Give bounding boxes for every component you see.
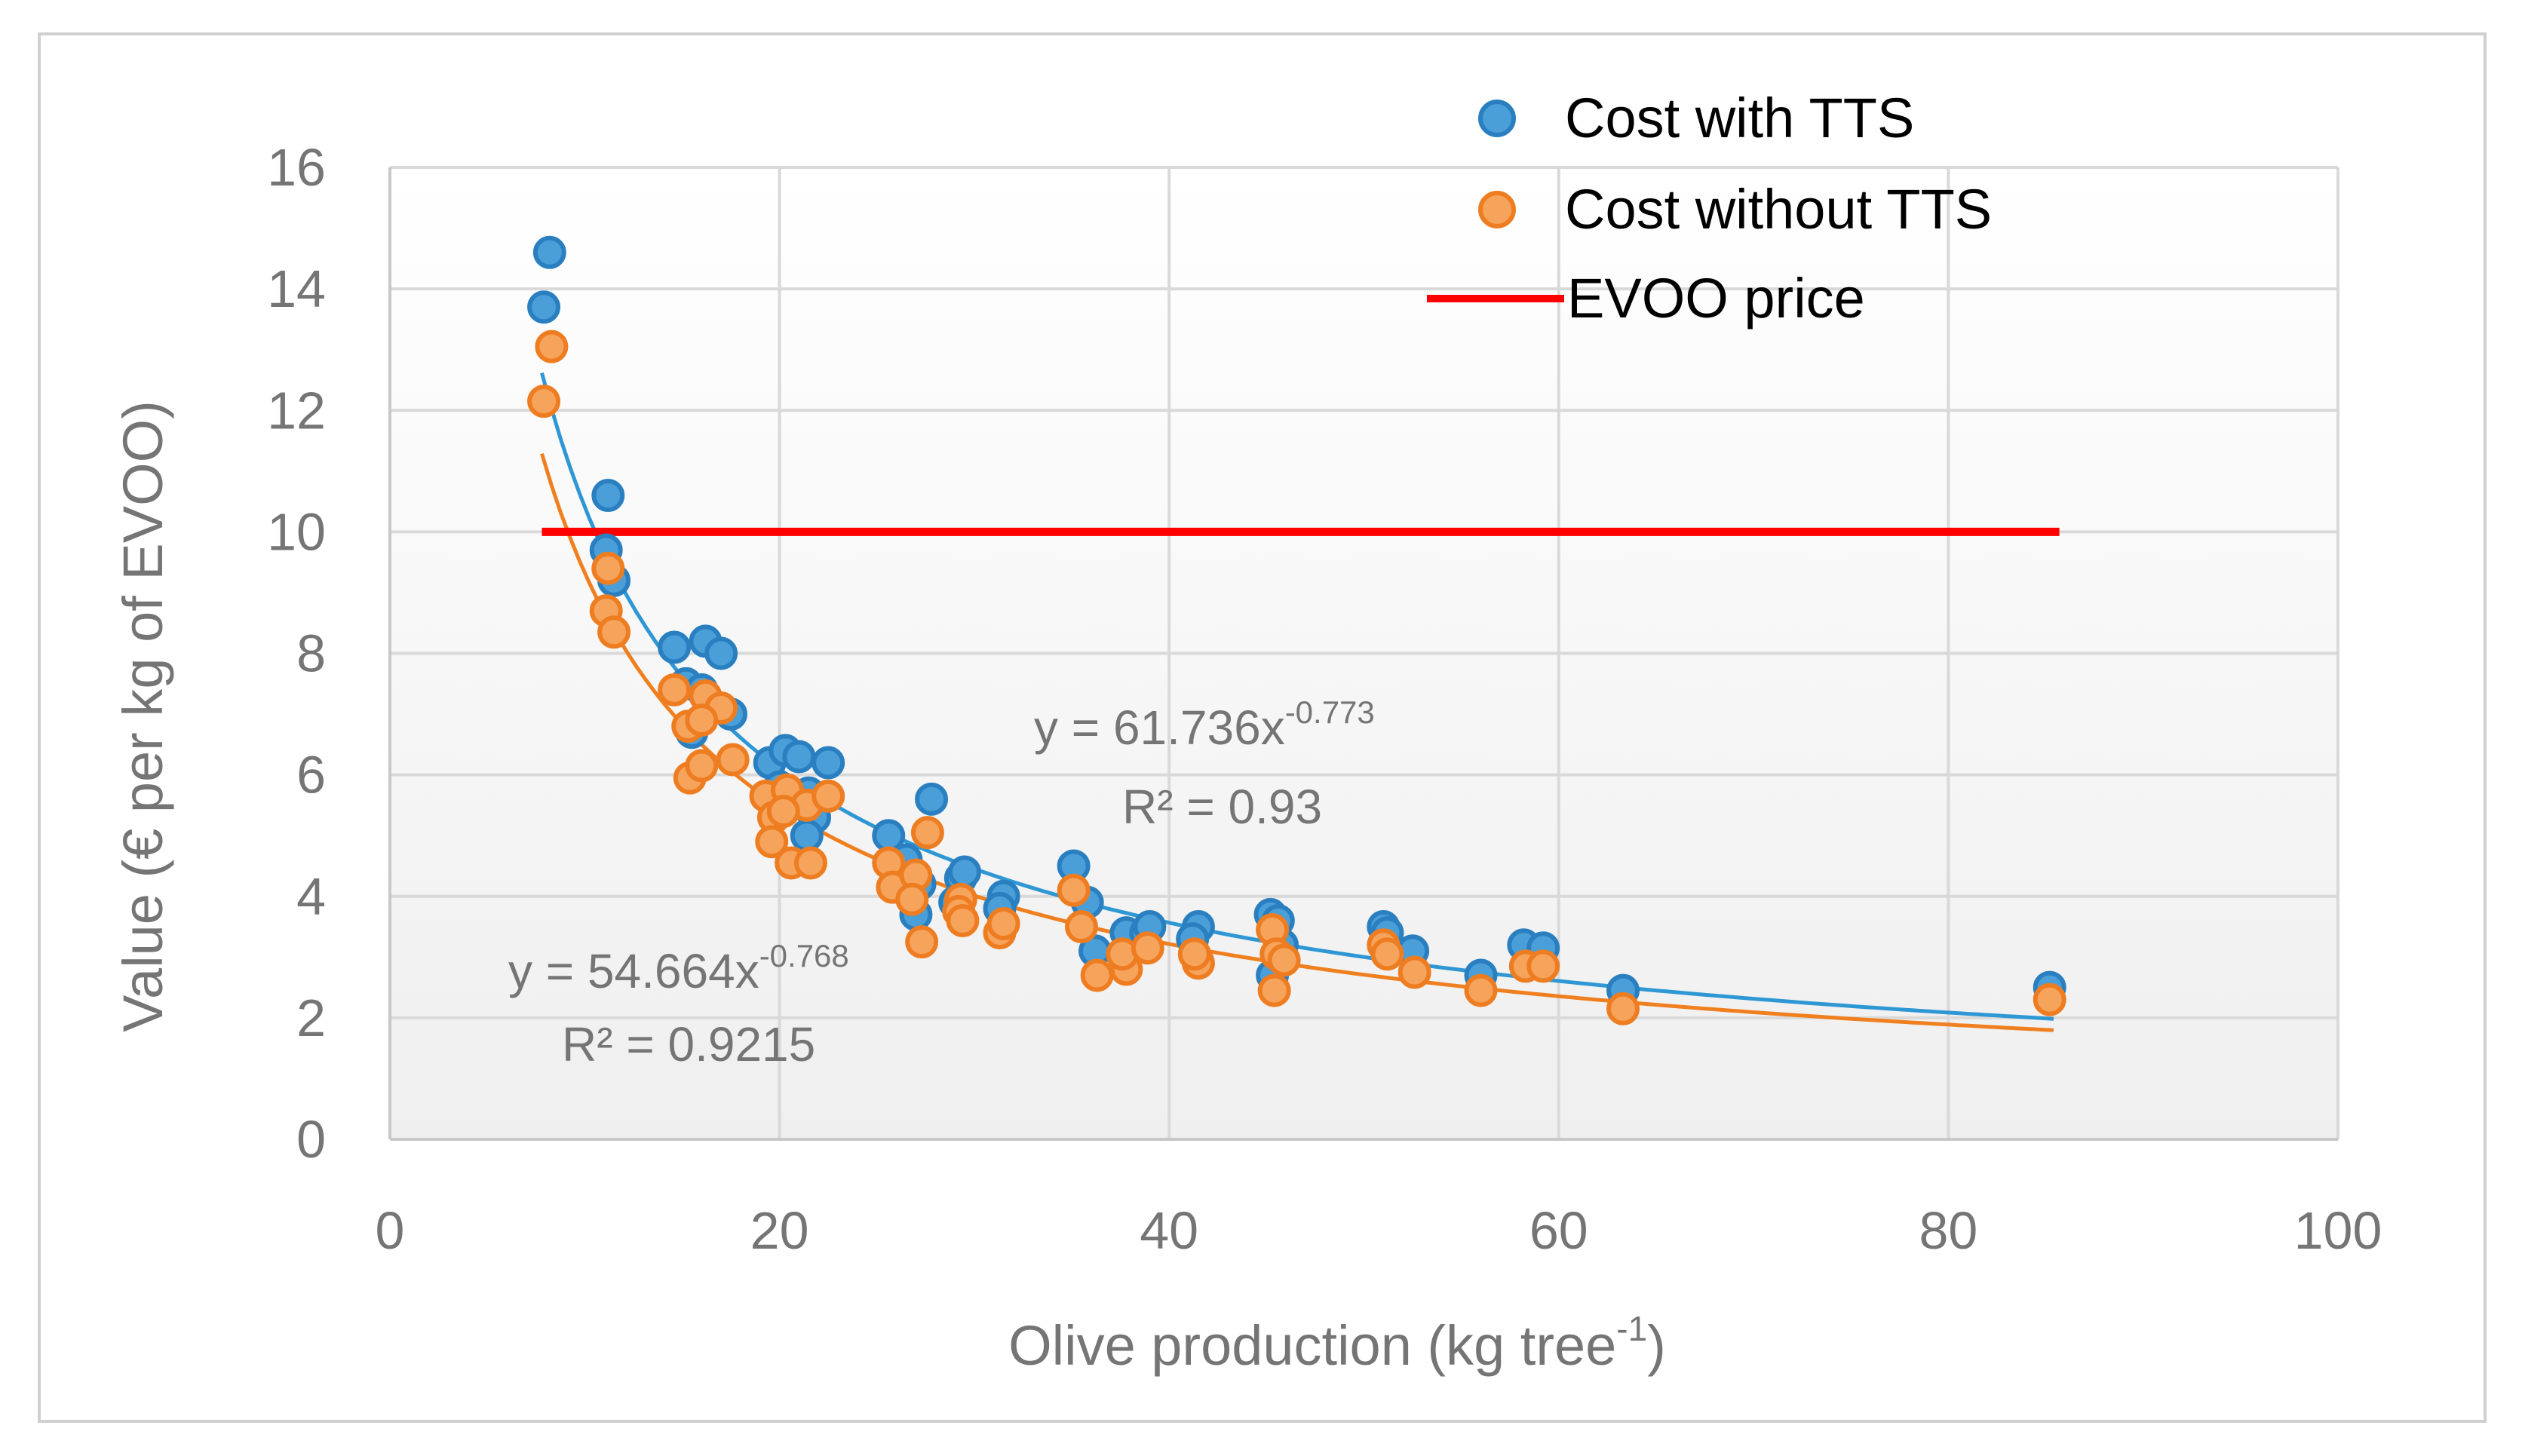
point-with-tts [527,290,561,324]
legend-label-evoo-price: EVOO price [1567,267,1865,330]
equation-with-tts-exp: -0.773 [1285,694,1375,730]
point-without-tts [793,846,827,880]
point-without-tts [1057,873,1091,907]
point-without-tts [905,925,939,959]
point-without-tts [946,903,980,937]
x-tick-label: 80 [1919,1201,1977,1260]
point-with-tts [591,479,625,513]
y-tick-label: 0 [296,1110,326,1169]
point-without-tts [658,673,692,707]
x-tick-label: 20 [750,1201,809,1260]
point-without-tts [1526,949,1560,983]
equation-without-tts: y = 54.664x-0.768 [508,938,849,998]
legend-label-with-tts: Cost with TTS [1565,87,1914,149]
equation-with-tts: y = 61.736x-0.773 [1034,694,1375,755]
point-with-tts [532,235,566,269]
point-with-tts [790,819,824,853]
point-without-tts [1267,943,1301,977]
axes: 0 2 4 6 8 10 12 14 16 0 20 40 60 80 100 [267,138,2382,1260]
y-tick-label: 16 [267,138,326,197]
x-axis-title: Olive production (kg tree-1) [1008,1309,1666,1377]
point-without-tts [910,816,944,850]
x-tick-label: 40 [1140,1201,1198,1260]
point-with-tts [658,630,692,664]
x-axis-title-sup: -1 [1616,1309,1647,1348]
y-tick-label: 10 [267,502,326,561]
r2-with-tts: R² = 0.93 [1122,780,1322,834]
point-without-tts [986,907,1020,941]
point-without-tts [895,882,929,916]
point-without-tts [716,743,750,777]
y-tick-label: 8 [296,624,326,683]
point-without-tts [811,779,845,813]
x-tick-label: 60 [1529,1201,1588,1260]
r2-without-tts: R² = 0.9215 [562,1017,815,1071]
point-without-tts [591,551,625,585]
legend-marker-without-tts [1478,191,1516,228]
point-with-tts [915,782,949,816]
y-tick-label: 4 [296,867,326,926]
y-tick-label: 12 [267,381,326,440]
point-with-tts [704,636,738,670]
scatter-points [527,235,2066,1025]
point-without-tts [1080,958,1114,992]
point-without-tts [1370,937,1404,971]
point-without-tts [535,330,569,363]
y-tick-label: 14 [267,259,326,318]
point-without-tts [1064,910,1098,944]
point-without-tts [1131,931,1164,965]
point-without-tts [2033,982,2066,1016]
point-without-tts [597,615,631,649]
legend: Cost with TTS Cost without TTS EVOO pric… [1427,87,1992,330]
equation-without-tts-base: y = 54.664x [508,944,759,998]
point-without-tts [1397,955,1431,989]
x-axis-title-main: Olive production (kg tree [1008,1314,1616,1377]
x-tick-label: 0 [376,1201,405,1260]
point-without-tts [1464,973,1498,1007]
point-without-tts [1257,973,1291,1007]
point-without-tts [766,794,800,828]
legend-label-without-tts: Cost without TTS [1565,178,1992,241]
x-tick-label: 100 [2294,1201,2382,1260]
equation-with-tts-base: y = 61.736x [1034,700,1285,755]
equation-without-tts-exp: -0.768 [759,938,849,973]
point-without-tts [1606,992,1640,1025]
legend-marker-with-tts [1478,100,1516,137]
point-without-tts [685,703,719,737]
point-without-tts [527,385,561,418]
x-axis-title-suffix: ) [1647,1314,1666,1377]
y-tick-label: 2 [296,989,326,1047]
y-axis-title: Value (€ per kg of EVOO) [112,400,174,1032]
y-tick-label: 6 [296,746,326,805]
point-with-tts [811,746,845,780]
point-with-tts [947,855,981,889]
point-without-tts [1177,937,1211,971]
point-without-tts [755,825,789,859]
point-without-tts [685,749,719,783]
point-with-tts [782,740,816,774]
